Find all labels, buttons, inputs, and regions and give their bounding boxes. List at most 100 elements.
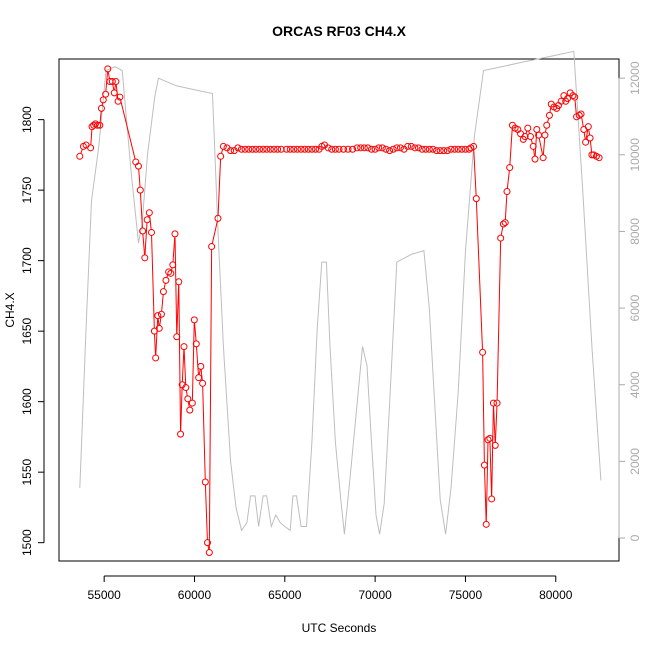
ch4-point (588, 151, 596, 159)
ch4-point (539, 154, 547, 162)
ch4-point (575, 111, 583, 119)
ch4-point (472, 195, 480, 203)
ch4-segment (574, 100, 577, 114)
ch4-point (368, 145, 376, 153)
ch4-point (488, 495, 496, 503)
y-tick-label: 1700 (20, 247, 34, 274)
ch4-segment (172, 236, 176, 262)
ch4-point (201, 478, 209, 486)
ch4-segment (99, 111, 102, 123)
ch4-point (531, 155, 539, 163)
ch4-point (139, 227, 147, 235)
ch4-point (270, 145, 278, 153)
ch4-point (541, 131, 549, 139)
x-tick-label: 75000 (449, 588, 483, 602)
ch4-segment (80, 149, 83, 154)
ch4-point (186, 406, 194, 414)
ch4-point (451, 145, 459, 153)
y2-tick-label: 12000 (628, 61, 642, 95)
ch4-point (159, 288, 167, 296)
ch4-segment (585, 129, 589, 140)
ch4-point (112, 78, 120, 86)
ch4-point (440, 147, 448, 155)
ch4-segment (493, 406, 496, 443)
ch4-point (569, 92, 577, 100)
ch4-point (97, 104, 105, 112)
ch4-segment (161, 294, 164, 312)
ch4-point (167, 269, 175, 277)
ch4-point (297, 145, 305, 153)
ch4-segment (500, 226, 504, 236)
ch4-point (429, 145, 437, 153)
ch4-point (197, 362, 205, 370)
ch4-point (114, 97, 122, 105)
ch4-segment (475, 201, 483, 350)
ch4-segment (198, 369, 201, 375)
y-tick-label: 1750 (20, 176, 34, 203)
ch4-point (407, 142, 415, 150)
ch4-point (425, 145, 433, 153)
ch4-segment (485, 442, 489, 522)
y2-tick-label: 10000 (628, 138, 642, 172)
y-axis: 1500 1550 1600 1650 1700 1750 1800 (20, 106, 45, 556)
ch4-point (263, 145, 271, 153)
ch4-point (386, 147, 394, 155)
ch4-point (188, 399, 196, 407)
ch4-segment (489, 441, 493, 496)
ch4-point (482, 520, 490, 528)
ch4-segment (530, 139, 533, 144)
ch4-point (274, 145, 282, 153)
ch4-segment (159, 317, 162, 326)
ch4-point (443, 147, 451, 155)
ch4-segment (202, 386, 206, 480)
ch4-point (104, 65, 112, 73)
ch4-segment (211, 221, 218, 244)
ch4-point (143, 216, 151, 224)
ch4-segment (589, 140, 593, 152)
ch4-point (324, 144, 332, 152)
ch4-segment (496, 241, 502, 401)
ch4-segment (183, 349, 187, 385)
ch4-point (396, 144, 404, 152)
ch4-point (497, 234, 505, 242)
ch4-point (371, 145, 379, 153)
ch4-point (175, 278, 183, 286)
ch4-segment (484, 468, 487, 522)
ch4-point (134, 162, 142, 170)
ch4-point (331, 145, 339, 153)
ch4-point (484, 436, 492, 444)
ch4-point (378, 144, 386, 152)
ch4-segment (482, 355, 485, 463)
ch4-segment (142, 233, 146, 255)
ch4-segment (204, 485, 208, 540)
ch4-point (577, 110, 585, 118)
ch4-point (227, 147, 235, 155)
ch4-point (470, 142, 478, 150)
ch4-segment (90, 129, 93, 145)
ch4-point (237, 145, 245, 153)
ch4-point (96, 121, 104, 129)
ch4-point (199, 379, 207, 387)
ch4-segment (181, 349, 185, 382)
ch4-point (180, 343, 188, 351)
ch4-point (290, 145, 298, 153)
ch4-segment (200, 369, 203, 381)
y2-tick-label: 0 (628, 534, 642, 541)
ch4-segment (194, 322, 197, 341)
ch4-point (234, 144, 242, 152)
y2-tick-label: 2000 (628, 448, 642, 475)
y2-tick-label: 4000 (628, 371, 642, 398)
ch4-segment (178, 284, 182, 432)
ch4-point (529, 142, 537, 150)
ch4-point (308, 145, 316, 153)
ch4-point (110, 89, 118, 97)
ch4-point (147, 228, 155, 236)
ch4-point (436, 147, 444, 155)
ch4-segment (114, 84, 116, 90)
ch4-point (145, 209, 153, 217)
ch4-point (169, 261, 177, 269)
ch4-segment (154, 334, 157, 355)
ch4-point (217, 152, 225, 160)
